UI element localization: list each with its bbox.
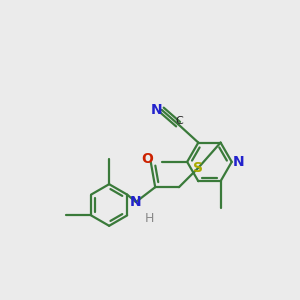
Text: N: N [130,195,142,209]
Text: O: O [141,152,153,166]
Text: H: H [145,212,154,225]
Text: S: S [193,161,203,175]
Text: N: N [232,155,244,169]
Text: N: N [151,103,162,117]
Text: C: C [176,116,183,126]
